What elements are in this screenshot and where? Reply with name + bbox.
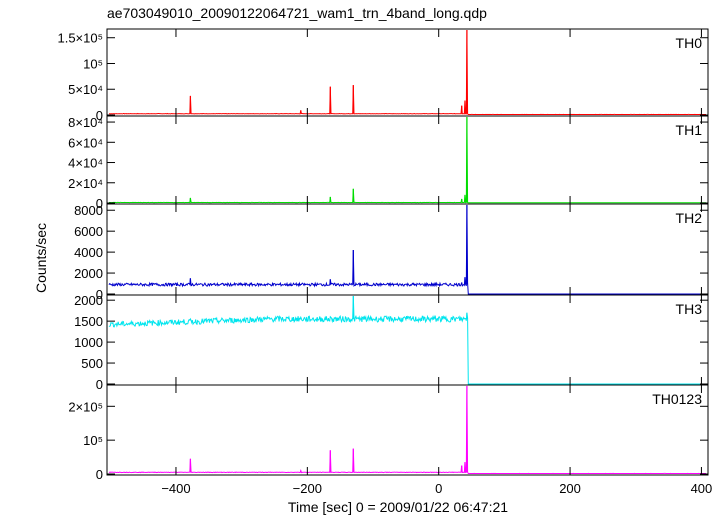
y-tick-label: 500: [81, 356, 103, 371]
y-tick-label: 10⁵: [83, 56, 103, 71]
y-tick-label: 6×10⁴: [68, 135, 103, 150]
chart-panels: 0 5×10⁴ 10⁵ 1.5×10⁵ TH0 0 2×10⁴ 4×10⁴ 6×10⁴ 8×10⁴…: [57, 28, 709, 482]
chart-title: ae703049010_20090122064721_wam1_trn_4ban…: [107, 5, 487, 21]
series-line-th0: [109, 29, 706, 116]
y-tick-label: 2000: [74, 293, 103, 308]
panel-label: TH1: [676, 122, 703, 138]
x-axis-label: Time [sec] 0 = 2009/01/22 06:47:21: [288, 499, 508, 515]
panel-frame: [106, 294, 709, 386]
x-tick-label: 200: [559, 481, 581, 496]
x-tick-label: 400: [691, 481, 713, 496]
y-tick-label: 2×10⁵: [68, 399, 103, 414]
x-tick-label: 0: [435, 481, 442, 496]
panel-frame: [106, 28, 709, 117]
y-tick-label: 5×10⁴: [68, 82, 103, 97]
y-tick-label: 2000: [74, 266, 103, 281]
x-axis-ticks: −400 −200 0 200 400: [161, 481, 712, 496]
y-tick-label: 2×10⁴: [68, 176, 103, 191]
panel-th2: 0 2000 4000 6000 8000 TH2: [74, 203, 709, 302]
panel-label: TH0: [676, 35, 703, 51]
y-tick-label: 4000: [74, 245, 103, 260]
y-tick-label: 10⁵: [83, 433, 103, 448]
y-tick-label: 0: [96, 196, 103, 211]
y-tick-label: 1.5×10⁵: [57, 31, 103, 46]
y-tick-label: 0: [96, 287, 103, 302]
y-tick-label: 0: [96, 108, 103, 123]
series-line-th1: [108, 116, 706, 204]
series-line-th2: [108, 204, 706, 295]
panel-label: TH0123: [652, 391, 702, 407]
panel-frame: [106, 203, 709, 296]
panel-th3: 0 500 1000 1500 2000 TH3: [74, 293, 709, 392]
y-tick-label: 1000: [74, 335, 103, 350]
x-tick-label: −400: [161, 481, 190, 496]
x-tick-label: −200: [293, 481, 322, 496]
y-tick-label: 4×10⁴: [68, 156, 103, 171]
y-tick-label: 8000: [74, 203, 103, 218]
y-tick-label: 8×10⁴: [68, 115, 103, 130]
y-tick-label: 6000: [74, 224, 103, 239]
y-tick-label: 0: [96, 377, 103, 392]
panel-th0: 0 5×10⁴ 10⁵ 1.5×10⁵ TH0: [57, 28, 709, 123]
series-line-th3: [108, 295, 706, 385]
panel-frame: [106, 384, 709, 476]
y-axis-label: Counts/sec: [33, 223, 49, 293]
series-line-th0123: [108, 385, 706, 475]
panel-frame: [106, 115, 709, 205]
panel-label: TH3: [676, 301, 703, 317]
panel-label: TH2: [676, 210, 703, 226]
panel-th0123: 0 10⁵ 2×10⁵ TH0123: [68, 384, 709, 482]
y-tick-label: 0: [96, 467, 103, 482]
panel-th1: 0 2×10⁴ 4×10⁴ 6×10⁴ 8×10⁴ TH1: [68, 115, 709, 211]
y-tick-label: 1500: [74, 314, 103, 329]
